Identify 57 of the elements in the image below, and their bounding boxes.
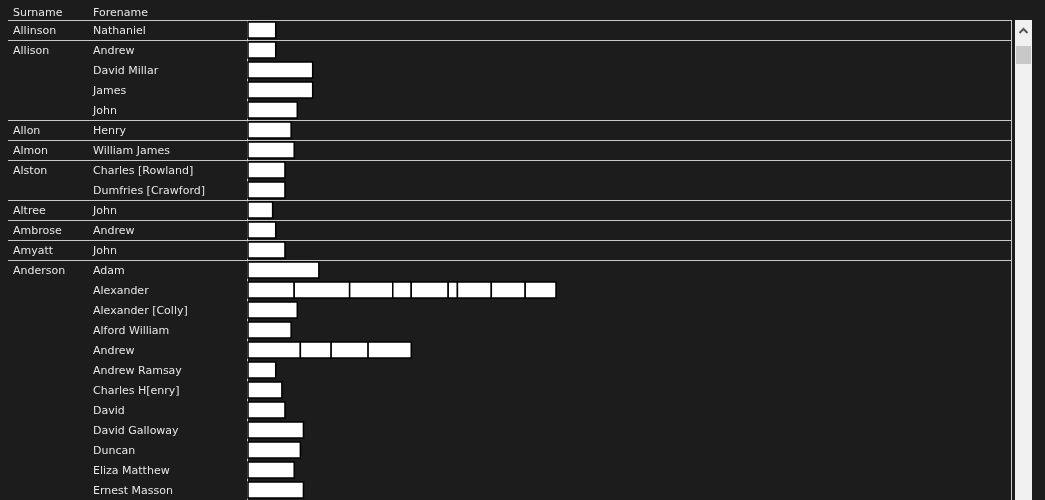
y-tick-label: David Millar bbox=[93, 64, 159, 77]
bar bbox=[247, 461, 295, 479]
text: Alston bbox=[13, 164, 48, 177]
y-tick-label: Duncan bbox=[93, 444, 136, 457]
text: Surname bbox=[13, 6, 63, 19]
bar bbox=[247, 381, 283, 399]
bar bbox=[247, 401, 286, 419]
text: Anderson bbox=[13, 264, 66, 277]
y-tick-label: Andrew Ramsay bbox=[93, 364, 183, 377]
y-tick-label: John bbox=[92, 204, 117, 217]
y-tick-label: Nathaniel bbox=[93, 24, 146, 37]
y-tick-label: John bbox=[92, 104, 117, 117]
text: Allinson bbox=[13, 24, 57, 37]
bar bbox=[247, 321, 292, 339]
y-tick-label: Alexander [Colly] bbox=[93, 304, 188, 317]
y-tick-label: James bbox=[92, 84, 127, 97]
bar bbox=[247, 101, 299, 119]
y-tick-label: Ernest Masson bbox=[93, 484, 173, 497]
bar bbox=[247, 481, 305, 499]
text: Almon bbox=[13, 144, 49, 157]
text: Allison bbox=[13, 44, 50, 57]
text: Altree bbox=[13, 204, 46, 217]
y-tick-label: Charles [Rowland] bbox=[93, 164, 194, 177]
bar bbox=[247, 261, 320, 279]
y-tick-label: Charles H[enry] bbox=[93, 384, 180, 397]
y-tick-label: Andrew bbox=[93, 344, 135, 357]
y-axis-title: Forename bbox=[93, 6, 149, 19]
bar bbox=[247, 241, 286, 259]
y-tick-label: David bbox=[93, 404, 125, 417]
y-tick-label: Alford William bbox=[93, 324, 170, 337]
y-tick-label: David Galloway bbox=[93, 424, 180, 437]
bar bbox=[247, 201, 274, 219]
y-tick-label: Eliza Matthew bbox=[93, 464, 170, 477]
bar bbox=[247, 61, 314, 79]
bar bbox=[247, 41, 277, 59]
text: Amyatt bbox=[13, 244, 54, 257]
y-tick-label: Dumfries [Crawford] bbox=[93, 184, 206, 197]
bar bbox=[247, 121, 292, 139]
y-tick-label: Andrew bbox=[93, 224, 135, 237]
bar bbox=[247, 81, 314, 99]
y-tick-label: Adam bbox=[93, 264, 125, 277]
y-tick-label: William James bbox=[93, 144, 171, 157]
bar bbox=[247, 21, 277, 39]
bar bbox=[247, 141, 295, 159]
y-tick-label: John bbox=[92, 244, 117, 257]
bar bbox=[247, 161, 286, 179]
bar bbox=[247, 441, 302, 459]
y-tick-label: Andrew bbox=[93, 44, 135, 57]
bar bbox=[247, 361, 277, 379]
bar bbox=[247, 301, 299, 319]
bar bbox=[247, 181, 286, 199]
y-tick-label: Henry bbox=[93, 124, 127, 137]
text: Ambrose bbox=[13, 224, 62, 237]
y-tick-label: Alexander bbox=[93, 284, 150, 297]
bar bbox=[247, 221, 277, 239]
text: Allon bbox=[13, 124, 41, 137]
bar bbox=[247, 421, 305, 439]
